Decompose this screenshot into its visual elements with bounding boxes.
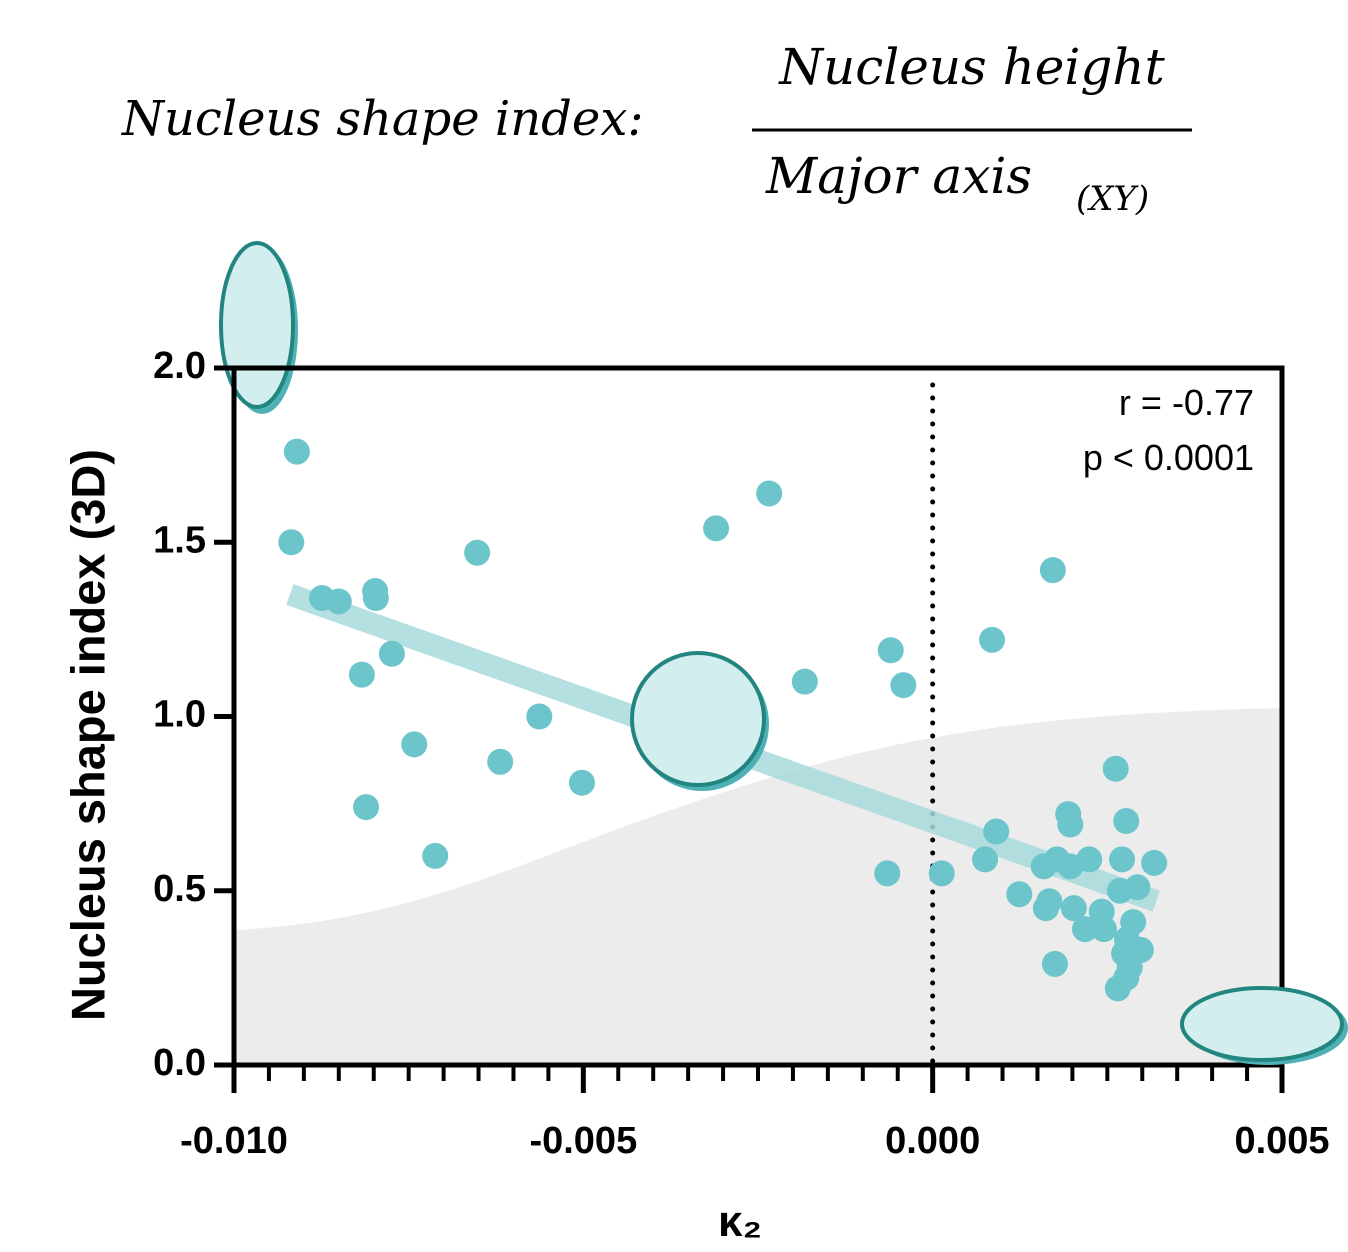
nucleus-icon: [630, 651, 769, 791]
plot-area: [236, 382, 1280, 1068]
annotation: r = -0.77: [1119, 382, 1254, 423]
point: [877, 637, 904, 664]
point: [1071, 916, 1098, 943]
title-numerator: Nucleus height: [778, 38, 1165, 96]
point: [983, 818, 1010, 845]
annotation: p < 0.0001: [1083, 437, 1254, 478]
title-denominator: Major axis: [765, 147, 1032, 205]
title-subscript: (XY): [1076, 179, 1149, 219]
point: [1006, 881, 1033, 908]
x-axis-label: κ₂: [718, 1197, 762, 1246]
point: [756, 480, 783, 507]
y-tick-label: 0.0: [153, 1042, 206, 1084]
point: [1090, 916, 1117, 943]
nucleus-body: [630, 651, 766, 787]
x-tick-label: 0.000: [885, 1120, 980, 1162]
point: [487, 748, 514, 775]
point: [1039, 557, 1066, 584]
y-tick-label: 1.0: [153, 694, 206, 736]
point: [928, 860, 955, 887]
nucleus-body: [1180, 986, 1344, 1062]
point: [791, 668, 818, 695]
point: [703, 515, 730, 542]
point: [1141, 849, 1168, 876]
y-tick-label: 0.5: [153, 868, 206, 910]
point: [464, 539, 491, 566]
point: [348, 661, 375, 688]
point: [401, 731, 428, 758]
point: [1106, 877, 1133, 904]
point: [1113, 808, 1140, 835]
point: [874, 860, 901, 887]
point: [526, 703, 553, 730]
point: [1041, 950, 1068, 977]
point: [568, 769, 595, 796]
point: [1102, 755, 1129, 782]
point: [362, 585, 389, 612]
point: [1057, 811, 1084, 838]
point: [979, 626, 1006, 653]
point: [278, 529, 305, 556]
point: [972, 846, 999, 873]
point: [283, 438, 310, 465]
point: [890, 672, 917, 699]
point: [422, 842, 449, 869]
point: [1060, 895, 1087, 922]
y-tick-label: 1.5: [153, 519, 206, 561]
nucleus-icon: [1180, 986, 1348, 1065]
y-axis-label: Nucleus shape index (3D): [61, 449, 114, 1021]
x-tick-label: -0.010: [180, 1120, 288, 1162]
point: [1104, 975, 1131, 1002]
point: [1057, 853, 1084, 880]
x-tick-label: 0.005: [1234, 1120, 1329, 1162]
background-shape: [236, 708, 1280, 1065]
point: [325, 588, 352, 615]
point: [1109, 846, 1136, 873]
point: [378, 640, 405, 667]
point: [353, 794, 380, 821]
x-tick-label: -0.005: [529, 1120, 637, 1162]
title-label: Nucleus shape index:: [121, 91, 644, 147]
y-tick-label: 2.0: [153, 345, 206, 387]
point: [1032, 895, 1059, 922]
